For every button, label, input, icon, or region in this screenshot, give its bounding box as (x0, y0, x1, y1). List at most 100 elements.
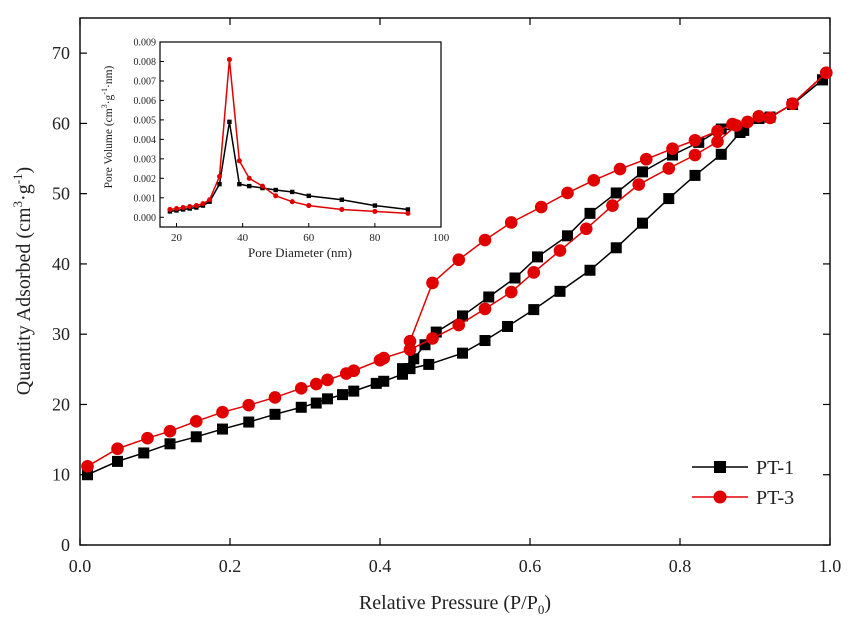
main-pt3-desorption-point (639, 152, 653, 166)
main-pt3-desorption-point (561, 186, 574, 200)
main-x-tick-label: 0.2 (219, 556, 242, 576)
main-pt1-adsorption-point (457, 347, 468, 359)
main-pt3-adsorption-point (189, 415, 203, 428)
main-y-tick-label: 40 (52, 254, 70, 274)
main-pt3-adsorption-point (242, 398, 256, 412)
inset-y-axis-label-sup2: -1 (100, 88, 109, 95)
main-pt1-adsorption-point (337, 389, 348, 401)
main-y-tick-label: 60 (52, 113, 70, 133)
main-pt1-adsorption-point (322, 393, 333, 405)
main-pt3-desorption-point (403, 334, 417, 348)
inset-pt1-point (227, 119, 232, 125)
inset-y-tick-label: 0.004 (134, 135, 157, 146)
main-x-tick-label: 0.6 (519, 556, 542, 576)
main-pt1-adsorption-point (112, 455, 123, 467)
inset-pt3-point (216, 173, 223, 179)
main-pt1-desorption-point (584, 207, 596, 219)
main-pt1-desorption-point (419, 339, 431, 351)
inset-y-tick-label: 0.003 (134, 154, 157, 165)
inset-pt1-point (372, 203, 378, 208)
main-x-tick-label: 0.8 (669, 556, 692, 576)
main-y-tick-label: 70 (52, 43, 70, 63)
main-pt1-adsorption-point (164, 438, 176, 450)
main-pt3-desorption-point (711, 124, 724, 138)
inset-x-axis-label: Pore Diameter (nm) (248, 245, 352, 260)
inset-y-axis-label-end: ·nm) (103, 65, 115, 88)
inset-pt3-point (289, 199, 295, 205)
main-pt1-adsorption-point (715, 148, 727, 160)
main-pt3-adsorption-point (309, 377, 323, 391)
main-pt3-adsorption-point (268, 391, 282, 404)
inset-pt1-point (247, 183, 252, 189)
legend-label-pt3: PT-3 (756, 487, 794, 509)
main-pt1-adsorption-point (663, 193, 675, 205)
inset-x-tick-label: 60 (303, 232, 315, 244)
main-pt3-adsorption-point (606, 199, 619, 212)
main-pt1-adsorption-point (82, 469, 93, 481)
main-pt3-adsorption-point (141, 431, 154, 445)
legend-marker-pt3 (713, 490, 727, 504)
inset-y-tick-label: 0.008 (134, 57, 157, 68)
inset-pt1-point (217, 181, 222, 187)
inset-pt3-point (339, 206, 345, 213)
main-pt1-desorption-point (408, 353, 420, 365)
main-y-axis-label-end: ) (13, 167, 35, 174)
main-pt1-adsorption-point (404, 363, 416, 375)
main-pt3-desorption-point (786, 97, 799, 111)
main-pt1-adsorption-point (610, 242, 622, 254)
inset-pt3-point (372, 208, 378, 214)
inset-x-tick-label: 100 (433, 232, 450, 244)
main-pt3-adsorption-point (688, 148, 702, 162)
main-pt3-adsorption-point (321, 373, 334, 387)
main-y-axis-label-mid: ·g (13, 184, 35, 201)
inset-pt3-point (173, 205, 180, 212)
main-pt1-desorption-point (562, 230, 573, 242)
main-pt3-desorption-point (741, 115, 754, 129)
inset-pt3-point (193, 203, 199, 209)
main-pt1-desorption-point (817, 74, 828, 86)
main-pt3-desorption-point (666, 142, 679, 156)
inset-pt3-point (246, 175, 252, 181)
main-pt1-adsorption-point (584, 264, 596, 276)
inset-pt1-point (339, 197, 345, 202)
inset-pt3-point (236, 158, 242, 164)
main-pt1-desorption-point (738, 124, 750, 136)
main-pt1-desorption-point (532, 251, 543, 263)
main-y-tick-label: 30 (52, 324, 70, 344)
main-pt3-adsorption-point (711, 135, 724, 148)
main-pt1-adsorption-point (295, 401, 307, 413)
inset-x-tick-label: 80 (369, 232, 381, 244)
main-pt1-desorption-point (610, 187, 622, 199)
main-y-axis-label-sup1: 3 (10, 201, 25, 208)
main-pt1-adsorption-point (554, 285, 566, 297)
main-pt3-adsorption-point (377, 351, 391, 365)
main-pt1-desorption-point (637, 166, 648, 178)
main-pt3-adsorption-point (662, 162, 676, 175)
inset-y-tick-label: 0.005 (134, 115, 157, 126)
main-x-axis-label-end: ) (544, 592, 551, 614)
main-pt1-desorption-point (397, 363, 408, 375)
inset-pt3-point (187, 204, 193, 210)
main-x-axis-label: Relative Pressure (P/P0) (359, 592, 551, 617)
main-pt1-desorption-point (430, 326, 442, 338)
inset-y-tick-label: 0.009 (134, 38, 157, 49)
main-pt3-adsorption-point (527, 266, 541, 279)
inset-pt3-point (306, 203, 312, 209)
main-pt3-desorption-point (613, 162, 627, 176)
main-pt1-adsorption-point (348, 385, 360, 397)
main-pt3-desorption-point (504, 216, 518, 229)
inset-series-layer (167, 56, 411, 216)
inset-y-tick-label: 0.001 (134, 193, 157, 204)
main-y-tick-label: 0 (61, 535, 70, 555)
inset-pt1-point (273, 187, 278, 193)
inset-y-tick-label: 0.007 (134, 76, 157, 87)
main-pt3-desorption-point (452, 253, 466, 267)
main-plot-frame (79, 17, 831, 546)
main-pt3-desorption-point (726, 117, 739, 131)
main-pt3-adsorption-point (347, 364, 361, 378)
main-pt3-adsorption-point (452, 318, 466, 332)
inset-pt1-point (237, 181, 242, 187)
main-pt3-adsorption-point (553, 244, 567, 257)
main-y-axis-label: Quantity Adsorbed (cm3·g-1) (10, 167, 35, 395)
